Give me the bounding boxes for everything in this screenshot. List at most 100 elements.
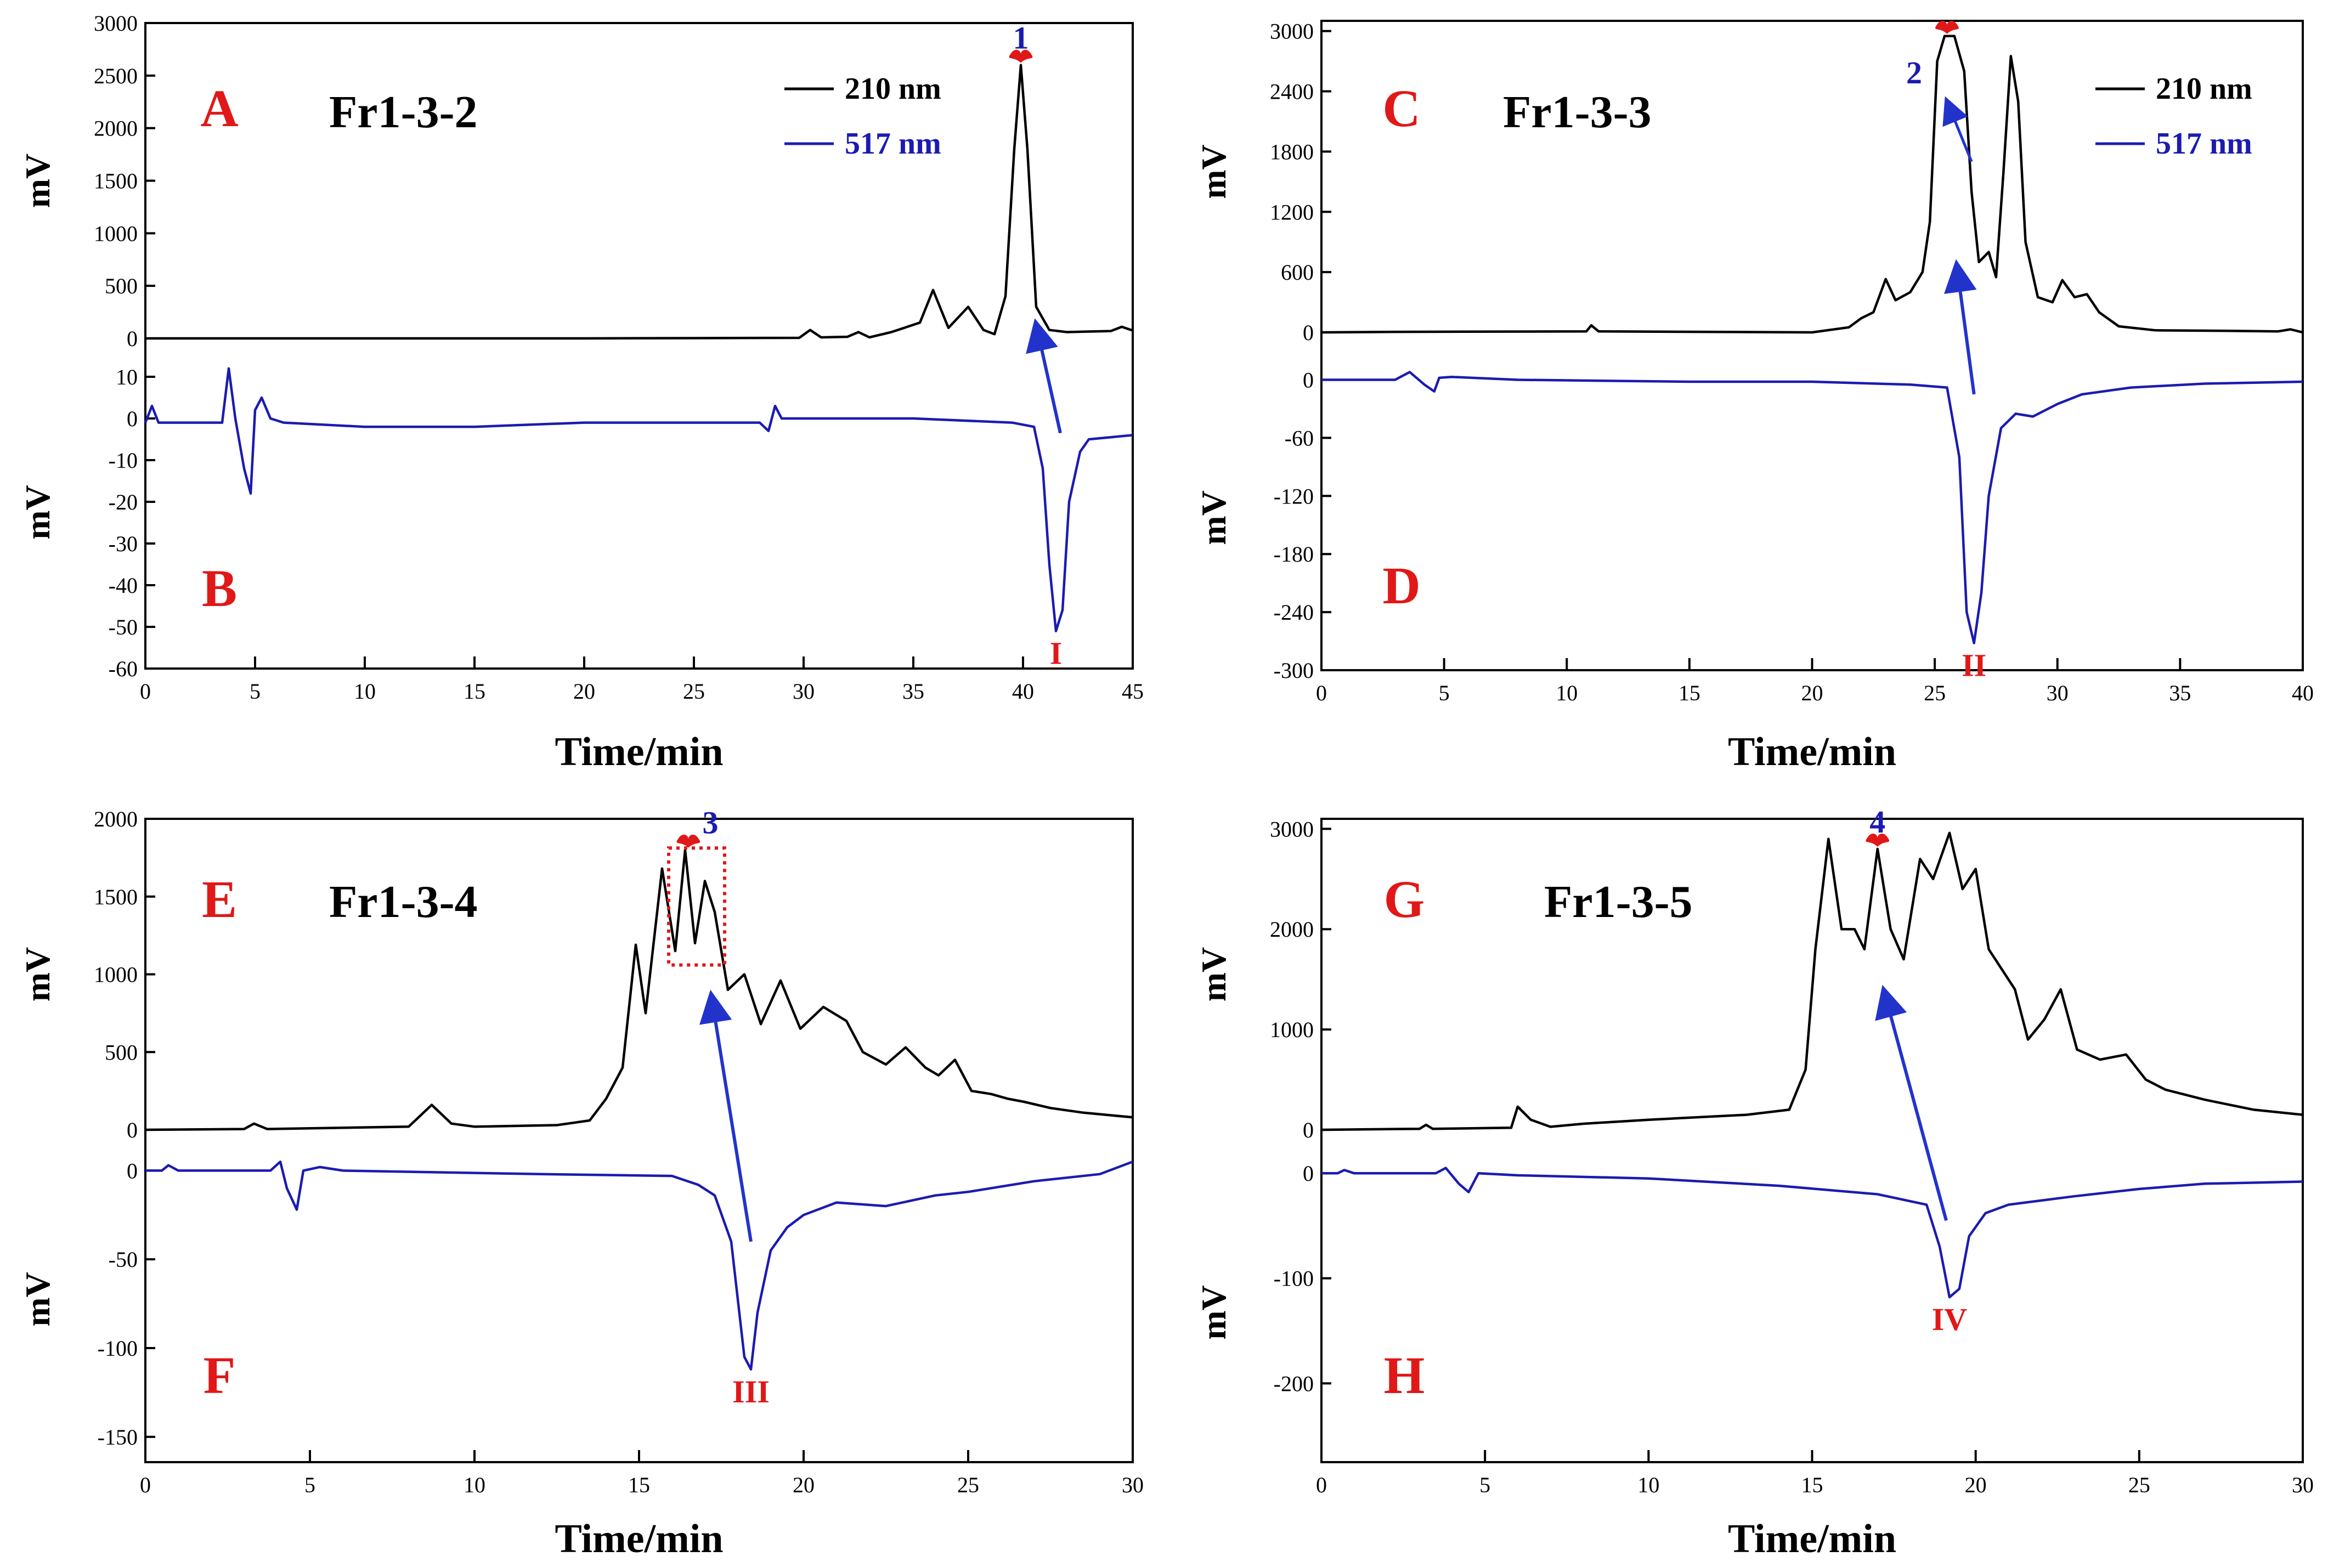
- peak-roman-label: III: [732, 1374, 770, 1409]
- x-tick-label: 0: [140, 1473, 151, 1497]
- y-tick-label: -30: [109, 531, 138, 556]
- peak-roman-label: IV: [1932, 1301, 1968, 1337]
- y-tick-label: 1800: [1270, 139, 1314, 164]
- y-tick-label: 1000: [94, 963, 138, 987]
- plot-frame: [144, 818, 1134, 1463]
- y-tick-label: -40: [109, 573, 138, 598]
- x-tick-label: 20: [793, 1473, 815, 1497]
- x-tick-label: 25: [2128, 1473, 2150, 1497]
- y-tick-label: 0: [1303, 1118, 1314, 1142]
- chart-Fr1-3-4: 0 5 10 15 20 25 30 Time/min 0 500 1000 1500 2000 mV E 0…: [18, 805, 1144, 1561]
- chart-Fr1-3-2: 0 5 10 15 20 25 30 35 40 45Time/min05001000150020…: [18, 11, 1144, 774]
- x-tick-label: 25: [1924, 681, 1946, 705]
- y-tick-label: 1000: [1270, 1017, 1314, 1042]
- legend-label-210nm: 210 nm: [2156, 72, 2252, 106]
- plot-frame: [144, 22, 1134, 670]
- x-tick-label: 5: [304, 1473, 315, 1497]
- heart-icon: [1935, 20, 1959, 34]
- series-210nm-line: [145, 64, 1133, 340]
- x-tick-label: 20: [573, 679, 595, 704]
- x-tick-label: 15: [628, 1473, 650, 1497]
- x-tick-label: 30: [2292, 1473, 2314, 1497]
- series-210nm-line: [1321, 831, 2303, 1131]
- y-tick-label: -180: [1274, 542, 1314, 567]
- peak-number-label: 3: [703, 805, 719, 841]
- heart-icon: [1866, 834, 1890, 847]
- y-tick-label: 3000: [1270, 19, 1314, 44]
- y-axis-title: mV: [1194, 490, 1233, 545]
- arrow-icon: [1026, 318, 1062, 434]
- y-tick-label: 3000: [1270, 817, 1314, 841]
- x-tick-label: 15: [464, 679, 485, 704]
- y-tick-label: 3000: [94, 11, 138, 36]
- x-axis-title: Time/min: [555, 729, 724, 774]
- y-tick-label: 1000: [94, 221, 138, 246]
- legend-label-517nm: 517 nm: [2156, 127, 2252, 161]
- peak-roman-label: II: [1962, 648, 1986, 683]
- x-tick-label: 35: [902, 679, 924, 704]
- y-tick-label: 0: [127, 1118, 138, 1142]
- x-tick-label: 30: [793, 679, 815, 704]
- y-tick-label: -100: [1274, 1266, 1314, 1291]
- x-tick-label: 25: [957, 1473, 979, 1497]
- y-axis-title: mV: [1194, 144, 1233, 199]
- y-axis-title: mV: [18, 485, 57, 540]
- x-tick-label: 5: [1479, 1473, 1490, 1497]
- panel-letter: D: [1382, 556, 1420, 615]
- x-tick-label: 10: [464, 1473, 485, 1497]
- x-tick-label: 15: [1801, 1473, 1823, 1497]
- plot-frame: [1320, 818, 2304, 1463]
- panel-letter: F: [204, 1346, 236, 1405]
- panel-letter: G: [1384, 870, 1425, 929]
- panel-letter: C: [1382, 79, 1420, 138]
- y-tick-label: -120: [1274, 484, 1314, 508]
- x-tick-label: 0: [140, 679, 151, 704]
- peak-number-label: 2: [1906, 55, 1922, 90]
- arrow-icon: [699, 989, 753, 1242]
- highlight-box: [667, 846, 726, 967]
- y-axis-title: mV: [18, 154, 57, 208]
- x-tick-label: 40: [1012, 679, 1034, 704]
- x-tick-label: 10: [1556, 681, 1578, 705]
- panel-letter: B: [202, 559, 237, 618]
- y-tick-label: 2000: [94, 807, 138, 831]
- peak-number-label: 4: [1869, 804, 1885, 840]
- y-tick-label: 0: [1303, 367, 1314, 392]
- series-517nm-line: [145, 1160, 1133, 1371]
- x-tick-label: 0: [1316, 1473, 1327, 1497]
- chart-Fr1-3-3: 0 5 10 15 20 25 30 35 40Time/min0600120018002400…: [1194, 19, 2314, 774]
- y-tick-label: -50: [109, 1247, 138, 1272]
- peak-roman-label: I: [1050, 636, 1063, 671]
- x-tick-label: 40: [2292, 681, 2314, 705]
- x-tick-label: 10: [354, 679, 376, 704]
- y-tick-label: 0: [127, 1158, 138, 1183]
- y-axis-title: mV: [18, 1272, 57, 1327]
- y-axis-title: mV: [1194, 947, 1233, 1002]
- x-tick-label: 30: [1122, 1473, 1144, 1497]
- sample-name: Fr1-3-5: [1544, 876, 1693, 927]
- x-tick-label: 15: [1679, 681, 1700, 705]
- y-tick-label: 2000: [94, 116, 138, 141]
- panel-letter: E: [202, 870, 237, 929]
- y-tick-label: 0: [1303, 1161, 1314, 1186]
- arrow-icon: [1942, 96, 1973, 162]
- series-517nm-line: [144, 367, 1133, 632]
- y-tick-label: 2000: [1270, 917, 1314, 942]
- y-axis-title: mV: [18, 947, 57, 1002]
- y-tick-label: -150: [98, 1425, 138, 1450]
- y-tick-label: -100: [98, 1336, 138, 1361]
- x-tick-label: 35: [2169, 681, 2191, 705]
- peak-number-label: 1: [1013, 20, 1029, 56]
- sample-name: Fr1-3-2: [329, 87, 478, 138]
- heart-icon: [1009, 49, 1033, 63]
- y-tick-label: 10: [116, 365, 138, 389]
- panel-letter: A: [200, 79, 238, 138]
- x-tick-label: 30: [2047, 681, 2069, 705]
- series-517nm-line: [1321, 1167, 2303, 1299]
- arrow-icon: [1943, 259, 1977, 395]
- y-tick-label: -240: [1274, 600, 1314, 625]
- series-210nm-line: [145, 848, 1133, 1131]
- legend-label-210nm: 210 nm: [845, 72, 941, 106]
- y-tick-label: 0: [127, 326, 138, 351]
